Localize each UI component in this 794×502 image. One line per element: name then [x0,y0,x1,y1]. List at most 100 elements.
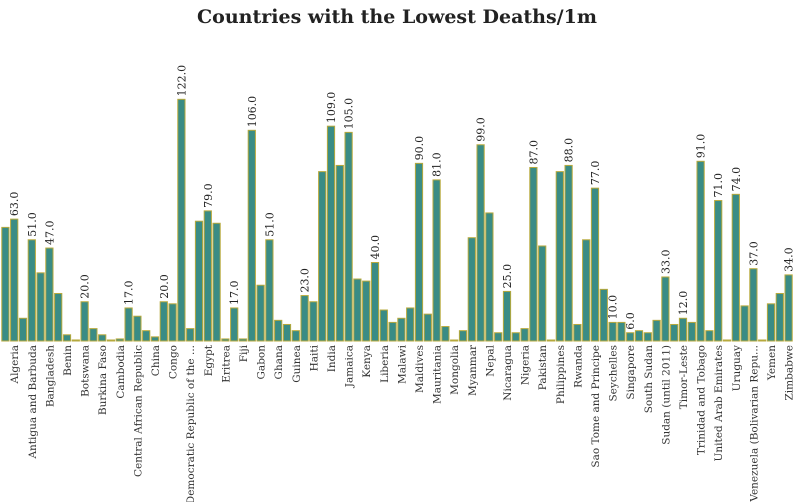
x-tick-label: Pakistan [537,345,549,390]
bar-value-label: 77.0 [589,161,602,186]
bar [414,162,424,342]
x-tick-label: Jamaica [344,345,356,388]
bar [687,321,696,342]
x-tick-label: Venezuela (Bolivarian Repu... [748,345,760,502]
x-tick-label: Nigeria [520,345,532,385]
bar-value-label: 88.0 [563,138,576,163]
bar [670,323,679,342]
x-tick-label: Bangladesh [44,345,56,407]
x-tick-label: Antigua and Barbuda [27,345,39,460]
bar [494,332,503,342]
bar [27,239,36,342]
bar [485,212,494,342]
bar [335,164,344,342]
bar [282,323,292,342]
x-tick-label: Algeria [9,345,21,385]
bar [98,334,107,342]
x-tick-label: Eritrea [220,345,232,383]
bar [458,330,468,342]
bar [362,280,371,342]
x-tick-label: Burkina Faso [97,345,109,415]
x-tick-label: Singapore [625,345,637,400]
bar-value-label: 90.0 [413,136,426,161]
bar [379,309,388,342]
bar [652,319,661,342]
bar-value-label: 51.0 [26,212,39,237]
bar [529,166,538,342]
bar [344,131,353,342]
x-tick-label: Congo [168,345,180,379]
bar [520,328,529,342]
x-tick-label: Myanmar [467,344,479,396]
bar [661,276,670,342]
bar-value-label: 17.0 [228,280,241,305]
bar-value-label: 17.0 [123,280,136,305]
bar-value-label: 33.0 [659,249,672,274]
bar [142,330,151,342]
chart-title: Countries with the Lowest Deaths/1m [197,6,597,28]
bar [353,278,362,342]
bar [511,332,520,342]
bar-value-label: 25.0 [501,264,514,289]
bar [617,321,626,342]
bar [564,164,573,342]
bar [696,160,705,342]
bar [256,284,265,342]
bar-value-label: 71.0 [712,173,725,198]
x-tick-label: Democratic Republic of the ... [185,345,197,502]
x-tick-label: Mauritania [432,345,444,404]
bar [309,301,318,342]
x-tick-label: Yemen [766,345,778,381]
bar [432,179,441,342]
bar [238,338,248,342]
x-tick-label: Timor-Leste [678,345,690,409]
x-tick-label: Sudan (until 2011) [660,345,672,445]
bar [590,187,600,342]
bar [608,321,617,342]
bar-value-label: 34.0 [783,247,794,272]
bar-value-label: 105.0 [343,98,356,130]
bar-value-label: 37.0 [747,241,760,266]
bar [573,323,582,342]
bar-value-label: 6.0 [624,312,637,330]
bar [749,268,758,342]
x-tick-label: China [150,345,162,376]
bar-value-label: 47.0 [43,221,56,246]
x-tick-label: Maldives [414,345,426,393]
bar [300,295,309,342]
x-tick-label: Malawi [396,344,408,384]
bar-value-label: 91.0 [695,134,708,159]
x-tick-label: Zimbabwe [784,345,794,401]
bar [370,262,380,342]
bar [441,326,450,342]
x-tick-label: Trinidad and Tobago [696,345,708,455]
x-tick-label: Fiji [238,344,250,362]
bar [62,334,72,342]
x-tick-label: Kenya [361,345,373,378]
bar [106,339,116,342]
bar-value-label: 20.0 [158,274,171,299]
bar [291,330,300,342]
bar [186,328,195,342]
bar [124,307,133,342]
bar [714,200,723,342]
bar [159,301,168,342]
x-tick-label: United Arab Emirates [713,345,725,461]
bar-value-label: 81.0 [431,152,444,177]
bars-layer [1,98,793,342]
bar [221,338,230,342]
bar [388,321,397,342]
x-tick-label: Benin [62,345,74,376]
bar [705,330,714,342]
bar [731,193,740,342]
bar [758,339,767,342]
bar [626,332,635,342]
bar [80,301,89,342]
bar [115,338,124,342]
bar [722,339,732,342]
x-tick-label: South Sudan [643,345,655,414]
bar [18,317,28,342]
bar [784,274,793,342]
x-tick-label: Mongolia [449,345,461,395]
